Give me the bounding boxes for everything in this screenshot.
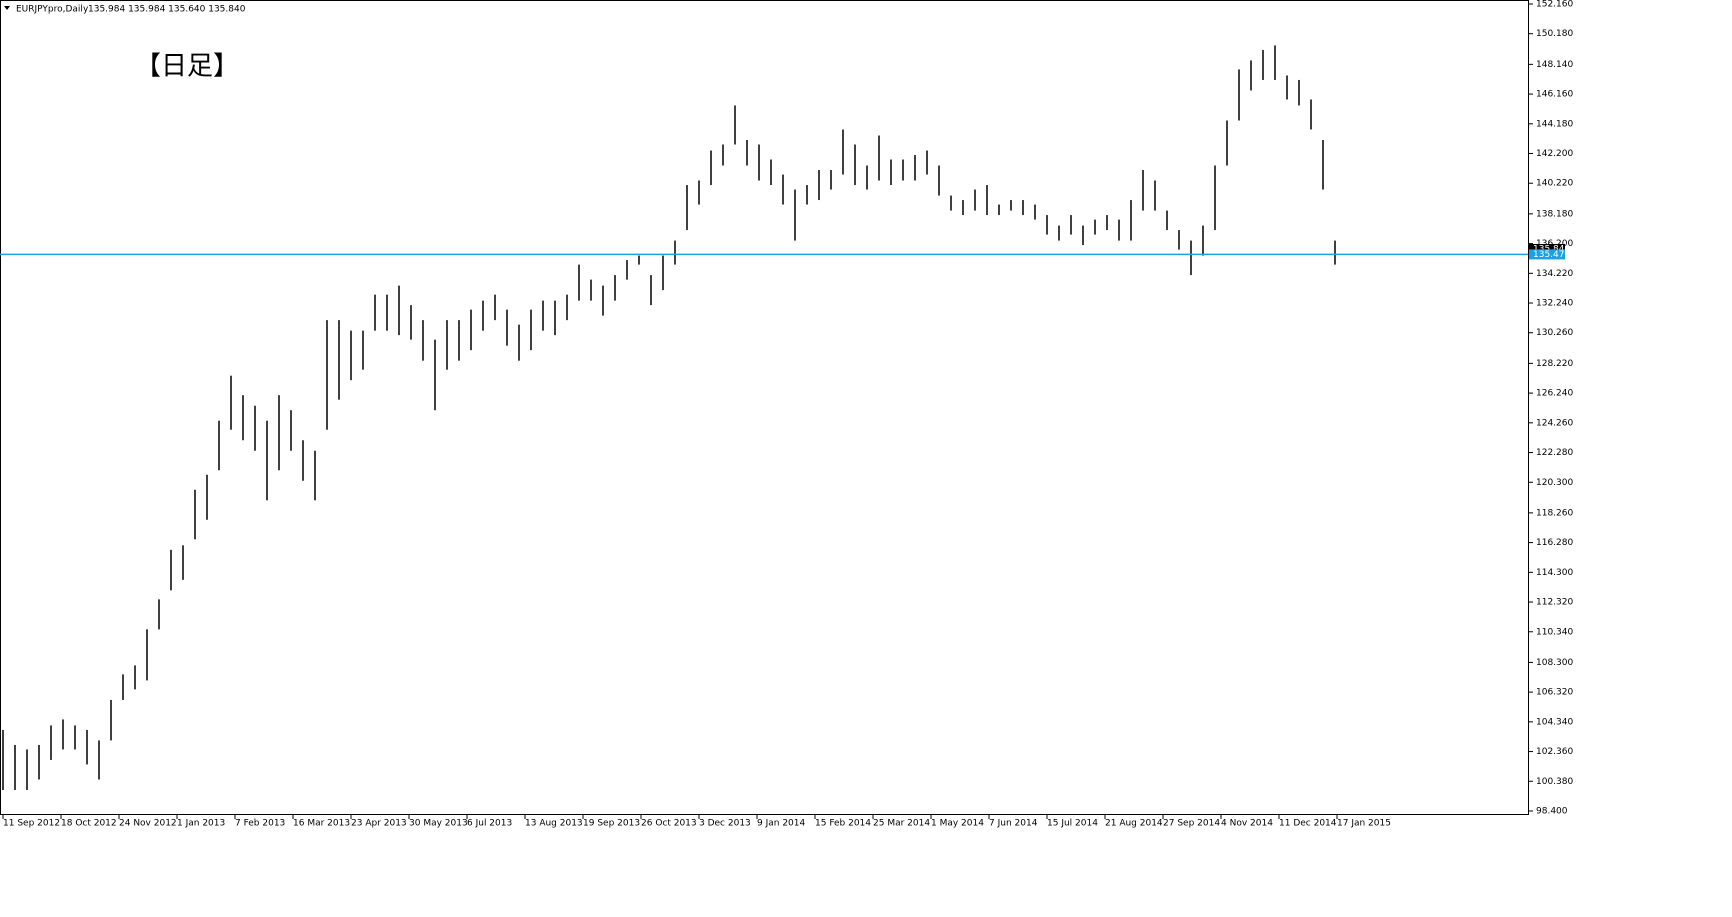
x-tick-label: 27 Sep 2014 xyxy=(1163,819,1220,829)
x-tick-label: 18 Oct 2012 xyxy=(61,819,117,829)
x-tick-label: 30 May 2013 xyxy=(409,819,468,829)
x-tick-label: 19 Sep 2013 xyxy=(583,819,640,829)
y-tick-label: 110.340 xyxy=(1536,627,1573,637)
y-tick-label: 144.180 xyxy=(1536,119,1573,129)
x-tick-label: 15 Feb 2014 xyxy=(815,819,871,829)
x-tick-label: 1 May 2014 xyxy=(931,819,984,829)
y-tick-label: 150.180 xyxy=(1536,29,1573,39)
level-box xyxy=(1529,249,1565,260)
y-tick-label: 108.300 xyxy=(1536,658,1573,668)
x-tick-label: 9 Jan 2014 xyxy=(757,819,805,829)
y-tick-label: 114.300 xyxy=(1536,568,1573,578)
y-tick-label: 140.220 xyxy=(1536,179,1573,189)
x-tick-label: 7 Jun 2014 xyxy=(989,819,1038,829)
y-tick-label: 126.240 xyxy=(1536,389,1573,399)
level-label: 135.479 xyxy=(1533,250,1570,260)
ohlc-header: 135.984 135.984 135.640 135.840 xyxy=(88,5,246,15)
x-tick-label: 4 Nov 2014 xyxy=(1221,819,1273,829)
y-tick-label: 132.240 xyxy=(1536,299,1573,309)
plot-frame xyxy=(0,0,1529,815)
y-tick-label: 112.320 xyxy=(1536,598,1573,608)
y-tick-label: 138.180 xyxy=(1536,209,1573,219)
x-tick-label: 11 Dec 2014 xyxy=(1279,819,1337,829)
chart-title: EURJPYpro,Daily xyxy=(16,5,89,15)
y-tick-label: 130.260 xyxy=(1536,328,1573,338)
y-tick-label: 142.200 xyxy=(1536,149,1573,159)
x-tick-label: 15 Jul 2014 xyxy=(1047,819,1098,829)
x-tick-label: 21 Aug 2014 xyxy=(1105,819,1163,829)
y-tick-label: 152.160 xyxy=(1536,0,1573,10)
y-tick-label: 100.380 xyxy=(1536,777,1573,787)
y-tick-label: 98.400 xyxy=(1536,807,1568,817)
x-tick-label: 1 Jan 2013 xyxy=(177,819,225,829)
y-tick-label: 122.280 xyxy=(1536,448,1573,458)
x-tick-label: 16 Mar 2013 xyxy=(293,819,350,829)
y-tick-label: 124.260 xyxy=(1536,418,1573,428)
x-tick-label: 3 Dec 2013 xyxy=(699,819,751,829)
x-tick-label: 26 Oct 2013 xyxy=(641,819,697,829)
x-tick-label: 17 Jan 2015 xyxy=(1337,819,1391,829)
y-tick-label: 116.280 xyxy=(1536,538,1573,548)
y-tick-label: 118.260 xyxy=(1536,508,1573,518)
y-tick-label: 148.140 xyxy=(1536,60,1573,70)
price-marker-box xyxy=(1529,243,1565,254)
y-tick-label: 102.360 xyxy=(1536,747,1573,757)
menu-arrow xyxy=(4,6,10,10)
x-tick-label: 13 Aug 2013 xyxy=(525,819,583,829)
x-tick-label: 24 Nov 2012 xyxy=(119,819,177,829)
annotation: 【日足】 xyxy=(135,52,239,82)
y-tick-label: 128.220 xyxy=(1536,359,1573,369)
y-tick-label: 120.300 xyxy=(1536,478,1573,488)
y-tick-label: 134.220 xyxy=(1536,269,1573,279)
x-tick-label: 11 Sep 2012 xyxy=(3,819,60,829)
x-tick-label: 25 Mar 2014 xyxy=(873,819,930,829)
y-tick-label: 146.160 xyxy=(1536,90,1573,100)
x-tick-label: 7 Feb 2013 xyxy=(235,819,285,829)
x-tick-label: 6 Jul 2013 xyxy=(467,819,512,829)
y-tick-label: 106.320 xyxy=(1536,688,1573,698)
x-tick-label: 23 Apr 2013 xyxy=(351,819,407,829)
y-tick-label: 104.340 xyxy=(1536,717,1573,727)
